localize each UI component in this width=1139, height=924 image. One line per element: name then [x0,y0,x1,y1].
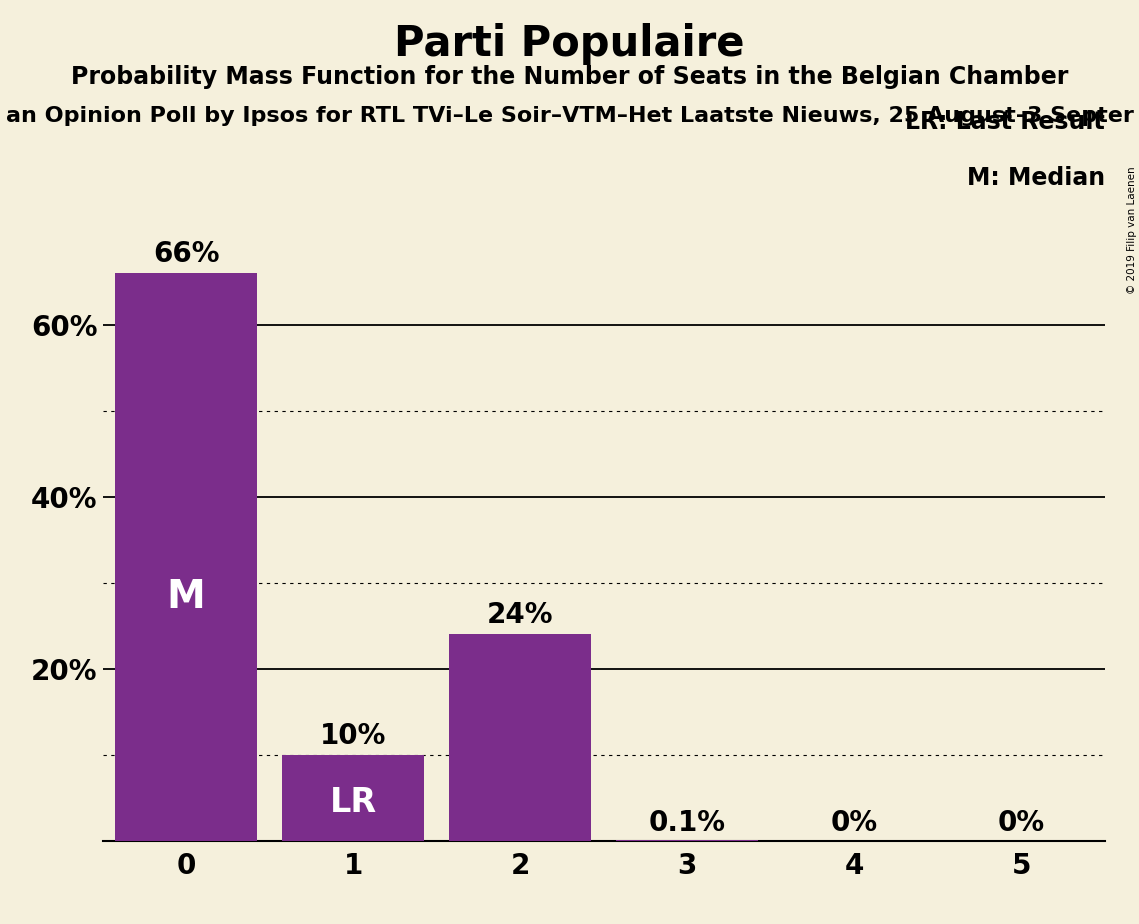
Text: 24%: 24% [486,602,554,629]
Text: Probability Mass Function for the Number of Seats in the Belgian Chamber: Probability Mass Function for the Number… [71,65,1068,89]
Text: 0%: 0% [998,809,1044,837]
Text: an Opinion Poll by Ipsos for RTL TVi–Le Soir–VTM–Het Laatste Nieuws, 25 August–3: an Opinion Poll by Ipsos for RTL TVi–Le … [6,106,1133,127]
Text: LR: LR [329,785,377,819]
Text: Parti Populaire: Parti Populaire [394,23,745,65]
Bar [282,755,424,841]
Bar [449,635,591,841]
Bar [115,274,257,841]
Text: 66%: 66% [153,240,220,268]
Text: M: Median: M: Median [967,166,1105,190]
Text: M: M [166,578,205,615]
Text: © 2019 Filip van Laenen: © 2019 Filip van Laenen [1126,166,1137,294]
Text: 0%: 0% [830,809,878,837]
Text: 10%: 10% [320,722,386,749]
Text: 0.1%: 0.1% [649,809,726,837]
Text: LR: Last Result: LR: Last Result [906,110,1105,134]
